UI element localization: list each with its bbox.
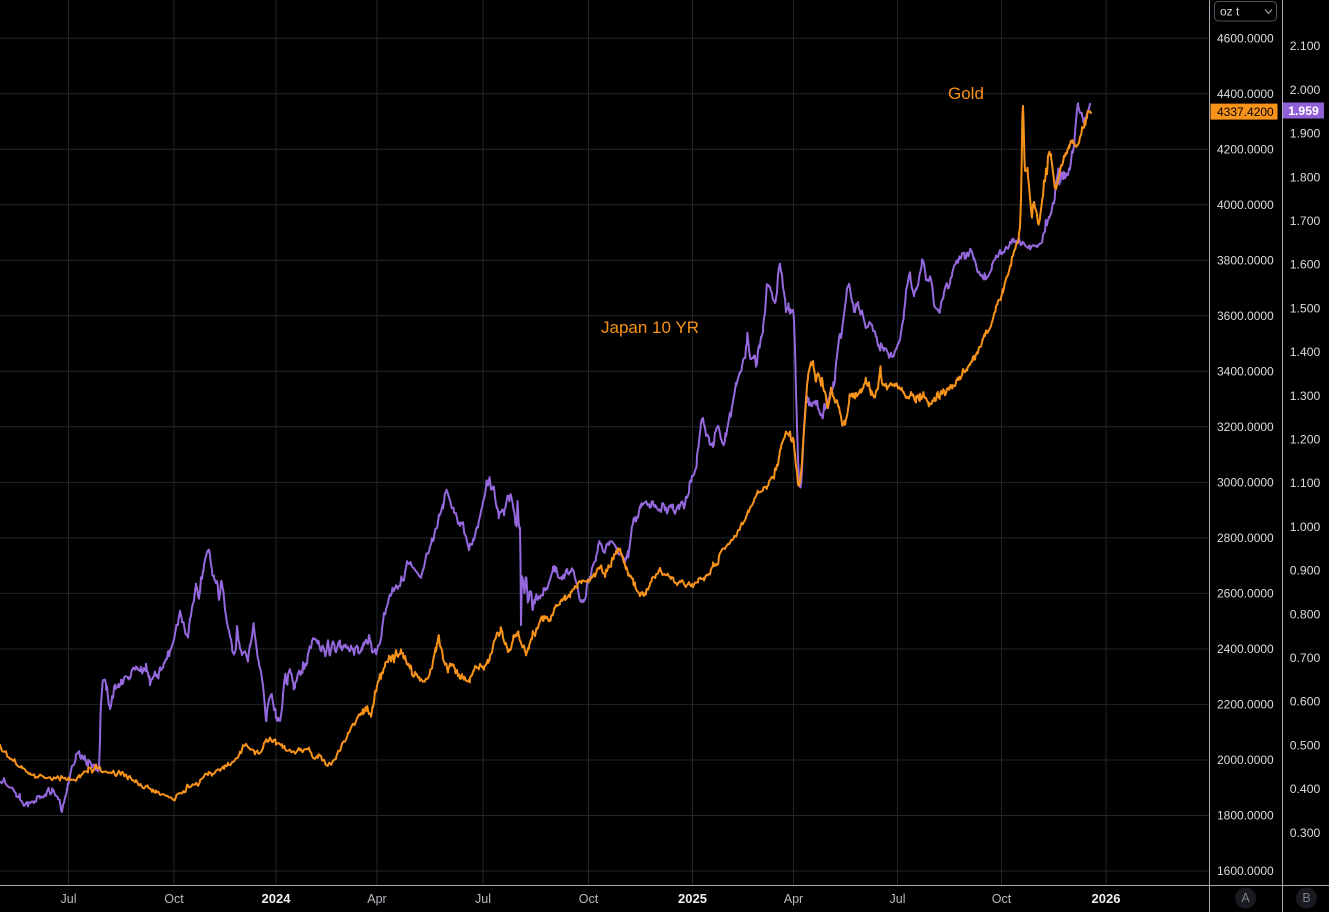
svg-text:1.600: 1.600 — [1290, 258, 1321, 272]
svg-text:0.600: 0.600 — [1290, 695, 1321, 709]
svg-text:oz t: oz t — [1220, 5, 1240, 19]
svg-text:3400.0000: 3400.0000 — [1217, 365, 1274, 379]
svg-text:2026: 2026 — [1092, 891, 1121, 906]
svg-text:1.959: 1.959 — [1288, 104, 1319, 118]
svg-text:2.000: 2.000 — [1290, 83, 1321, 97]
svg-text:1800.0000: 1800.0000 — [1217, 809, 1274, 823]
svg-text:3200.0000: 3200.0000 — [1217, 420, 1274, 434]
svg-text:Oct: Oct — [164, 892, 184, 906]
svg-text:1.000: 1.000 — [1290, 520, 1321, 534]
svg-text:0.700: 0.700 — [1290, 651, 1321, 665]
svg-text:0.800: 0.800 — [1290, 607, 1321, 621]
svg-text:2400.0000: 2400.0000 — [1217, 642, 1274, 656]
svg-text:2800.0000: 2800.0000 — [1217, 531, 1274, 545]
svg-text:1600.0000: 1600.0000 — [1217, 864, 1274, 878]
svg-text:2025: 2025 — [678, 891, 707, 906]
svg-text:2000.0000: 2000.0000 — [1217, 753, 1274, 767]
svg-text:Japan 10 YR: Japan 10 YR — [601, 318, 699, 337]
svg-text:Jul: Jul — [475, 892, 491, 906]
svg-text:4400.0000: 4400.0000 — [1217, 87, 1274, 101]
svg-text:1.300: 1.300 — [1290, 389, 1321, 403]
svg-text:0.300: 0.300 — [1290, 826, 1321, 840]
svg-text:3600.0000: 3600.0000 — [1217, 309, 1274, 323]
svg-text:1.700: 1.700 — [1290, 214, 1321, 228]
svg-text:A: A — [1241, 891, 1250, 905]
svg-text:Jul: Jul — [890, 892, 906, 906]
svg-text:1.500: 1.500 — [1290, 301, 1321, 315]
svg-text:1.400: 1.400 — [1290, 345, 1321, 359]
svg-text:0.900: 0.900 — [1290, 564, 1321, 578]
svg-text:3000.0000: 3000.0000 — [1217, 476, 1274, 490]
svg-text:4337.4200: 4337.4200 — [1217, 105, 1274, 119]
svg-text:B: B — [1302, 891, 1310, 905]
svg-text:2024: 2024 — [262, 891, 292, 906]
svg-text:3800.0000: 3800.0000 — [1217, 254, 1274, 268]
svg-text:Oct: Oct — [992, 892, 1012, 906]
svg-text:1.100: 1.100 — [1290, 476, 1321, 490]
svg-text:1.800: 1.800 — [1290, 170, 1321, 184]
svg-text:4200.0000: 4200.0000 — [1217, 142, 1274, 156]
svg-text:2.100: 2.100 — [1290, 39, 1321, 53]
svg-text:0.500: 0.500 — [1290, 738, 1321, 752]
svg-text:4000.0000: 4000.0000 — [1217, 198, 1274, 212]
svg-text:Apr: Apr — [784, 892, 803, 906]
svg-text:2200.0000: 2200.0000 — [1217, 698, 1274, 712]
svg-text:Oct: Oct — [579, 892, 599, 906]
svg-text:4600.0000: 4600.0000 — [1217, 31, 1274, 45]
svg-text:0.400: 0.400 — [1290, 782, 1321, 796]
svg-text:Apr: Apr — [367, 892, 386, 906]
svg-text:Gold: Gold — [948, 84, 984, 103]
svg-text:2600.0000: 2600.0000 — [1217, 587, 1274, 601]
svg-text:Jul: Jul — [61, 892, 77, 906]
svg-text:1.200: 1.200 — [1290, 433, 1321, 447]
svg-text:1.900: 1.900 — [1290, 127, 1321, 141]
